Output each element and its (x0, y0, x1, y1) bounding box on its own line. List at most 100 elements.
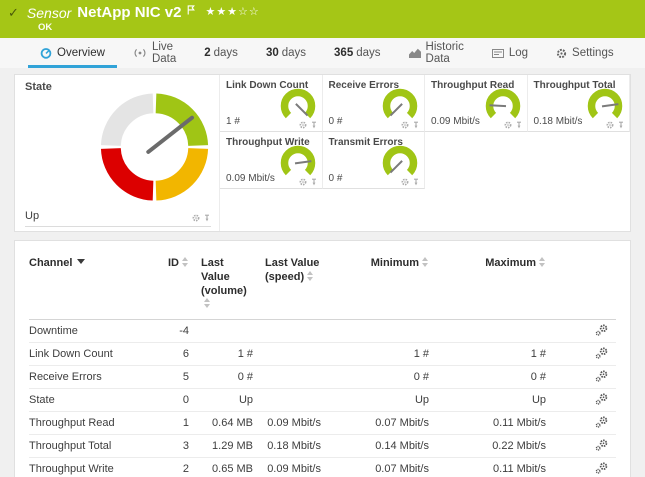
tab-bar: Overview Live Data 2 days 30 days 365 da… (0, 38, 645, 68)
gear-icon[interactable] (192, 214, 200, 222)
edit-channel-icon[interactable] (595, 439, 608, 451)
gauge-label: Receive Errors (328, 80, 400, 91)
state-gauge-footer: Up (25, 210, 211, 227)
tab-number: 365 (334, 47, 354, 59)
gauge-tile-receive-errors[interactable]: Receive Errors 0 # (322, 75, 425, 132)
channel-table-panel: Channel ID Last Value (volume) Last Valu… (14, 240, 631, 477)
gauge-tile-link-down-count[interactable]: Link Down Count 1 # (220, 75, 323, 132)
sensor-status-text: OK (38, 22, 53, 33)
table-row-throughput-write[interactable]: Throughput Write 2 0.65 MB 0.09 Mbit/s 0… (29, 458, 616, 477)
gauge-label: Throughput Write (226, 137, 310, 148)
gauge-tile-state[interactable]: State Up (15, 75, 220, 231)
gauge-actions (299, 178, 318, 186)
cell-maximum: 0.11 Mbit/s (493, 417, 546, 429)
cell-id: 6 (182, 348, 189, 360)
pin-icon[interactable] (203, 214, 211, 222)
tab-label: Live Data (151, 41, 177, 65)
tab-historic-data[interactable]: Historic Data (395, 38, 478, 68)
gauge-tile-throughput-write[interactable]: Throughput Write 0.09 Mbit/s (220, 132, 323, 189)
gauge-actions (401, 178, 420, 186)
cell-channel: Receive Errors (29, 371, 102, 383)
cell-maximum: 1 # (530, 348, 546, 360)
tab-30-days[interactable]: 30 days (252, 38, 320, 68)
sort-icon (307, 270, 314, 281)
gauge-value: 0.09 Mbit/s (226, 173, 275, 184)
gear-icon[interactable] (401, 121, 409, 129)
pin-icon[interactable] (617, 121, 625, 129)
pin-icon[interactable] (310, 178, 318, 186)
cell-minimum: 0 # (413, 371, 429, 383)
gear-icon[interactable] (299, 121, 307, 129)
edit-channel-icon[interactable] (595, 462, 608, 474)
cell-channel: State (29, 394, 55, 406)
table-row-throughput-total[interactable]: Throughput Total 3 1.29 MB 0.18 Mbit/s 0… (29, 435, 616, 458)
column-header-minimum[interactable]: Minimum (321, 257, 429, 269)
edit-channel-icon[interactable] (595, 370, 608, 382)
tab-2-days[interactable]: 2 days (190, 38, 252, 68)
column-header-last-value-volume[interactable]: Last Value (volume) (189, 257, 253, 312)
state-gauge-dial (100, 93, 209, 201)
gauge-dial (382, 88, 418, 119)
gear-icon[interactable] (401, 178, 409, 186)
cell-channel: Throughput Write (29, 463, 114, 475)
cell-id: -4 (179, 325, 189, 337)
tab-label: days (356, 47, 381, 59)
column-header-maximum[interactable]: Maximum (429, 257, 546, 269)
pin-icon[interactable] (515, 121, 523, 129)
pin-icon[interactable] (412, 178, 420, 186)
cell-last-value-speed: 0.09 Mbit/s (267, 463, 321, 475)
edit-channel-icon[interactable] (595, 393, 608, 405)
pin-icon[interactable] (310, 121, 318, 129)
column-header-last-value-speed[interactable]: Last Value (speed) (265, 257, 320, 283)
tab-overview[interactable]: Overview (26, 38, 119, 68)
pin-icon[interactable] (412, 121, 420, 129)
object-kind-label: Sensor (26, 4, 72, 21)
gauge-value: 0 # (328, 116, 343, 127)
column-header-id[interactable]: ID (151, 257, 189, 269)
edit-channel-icon[interactable] (595, 324, 608, 336)
table-row-receive-errors[interactable]: Receive Errors 5 0 # 0 # 0 # (29, 366, 616, 389)
tab-365-days[interactable]: 365 days (320, 38, 394, 68)
priority-stars[interactable]: ★★★☆☆ (205, 6, 260, 18)
gear-icon[interactable] (299, 178, 307, 186)
gauge-tile-transmit-errors[interactable]: Transmit Errors 0 # (322, 132, 425, 189)
flag-icon[interactable] (187, 4, 196, 15)
cell-channel: Link Down Count (29, 348, 113, 360)
sort-icon (422, 257, 429, 267)
gear-icon[interactable] (606, 121, 614, 129)
cell-last-value-volume: Up (238, 394, 253, 406)
cell-minimum: Up (414, 394, 429, 406)
cell-last-value-speed: 0.09 Mbit/s (267, 417, 321, 429)
gauge-dial (280, 88, 315, 119)
table-row-throughput-read[interactable]: Throughput Read 1 0.64 MB 0.09 Mbit/s 0.… (29, 412, 616, 435)
log-list-icon (491, 48, 504, 58)
cell-minimum: 1 # (413, 348, 429, 360)
gauge-actions (504, 121, 523, 129)
gear-icon[interactable] (504, 121, 512, 129)
column-header-channel[interactable]: Channel (29, 257, 151, 269)
cell-last-value-volume: 0 # (237, 371, 253, 383)
tab-log[interactable]: Log (478, 38, 542, 68)
tab-label: days (281, 47, 307, 59)
overview-content: State Up Link Down Count (0, 68, 645, 477)
cell-maximum: 0 # (530, 371, 546, 383)
sensor-banner: ✓ Sensor NetApp NIC v2 ★★★☆☆ OK (0, 0, 645, 38)
cell-id: 3 (182, 440, 189, 452)
cell-id: 5 (182, 371, 189, 383)
gear-icon (556, 48, 567, 58)
tab-settings[interactable]: Settings (542, 38, 628, 68)
sort-icon (182, 257, 189, 267)
table-row-link-down-count[interactable]: Link Down Count 6 1 # 1 # 1 # (29, 343, 616, 366)
edit-channel-icon[interactable] (595, 416, 608, 428)
gauge-tile-throughput-read[interactable]: Throughput Read 0.09 Mbit/s (425, 75, 528, 132)
tab-live-data[interactable]: Live Data (119, 38, 190, 68)
cell-channel: Throughput Read (29, 417, 115, 429)
gauge-value: Up (25, 210, 40, 222)
table-row-state[interactable]: State 0 Up Up Up (29, 389, 616, 412)
gauge-value: 0.18 Mbit/s (533, 116, 583, 127)
area-chart-icon (408, 48, 421, 58)
gauge-actions (299, 121, 318, 129)
table-row-downtime[interactable]: Downtime -4 (29, 320, 616, 343)
edit-channel-icon[interactable] (595, 347, 608, 359)
gauge-tile-throughput-total[interactable]: Throughput Total 0.18 Mbit/s (527, 75, 630, 132)
